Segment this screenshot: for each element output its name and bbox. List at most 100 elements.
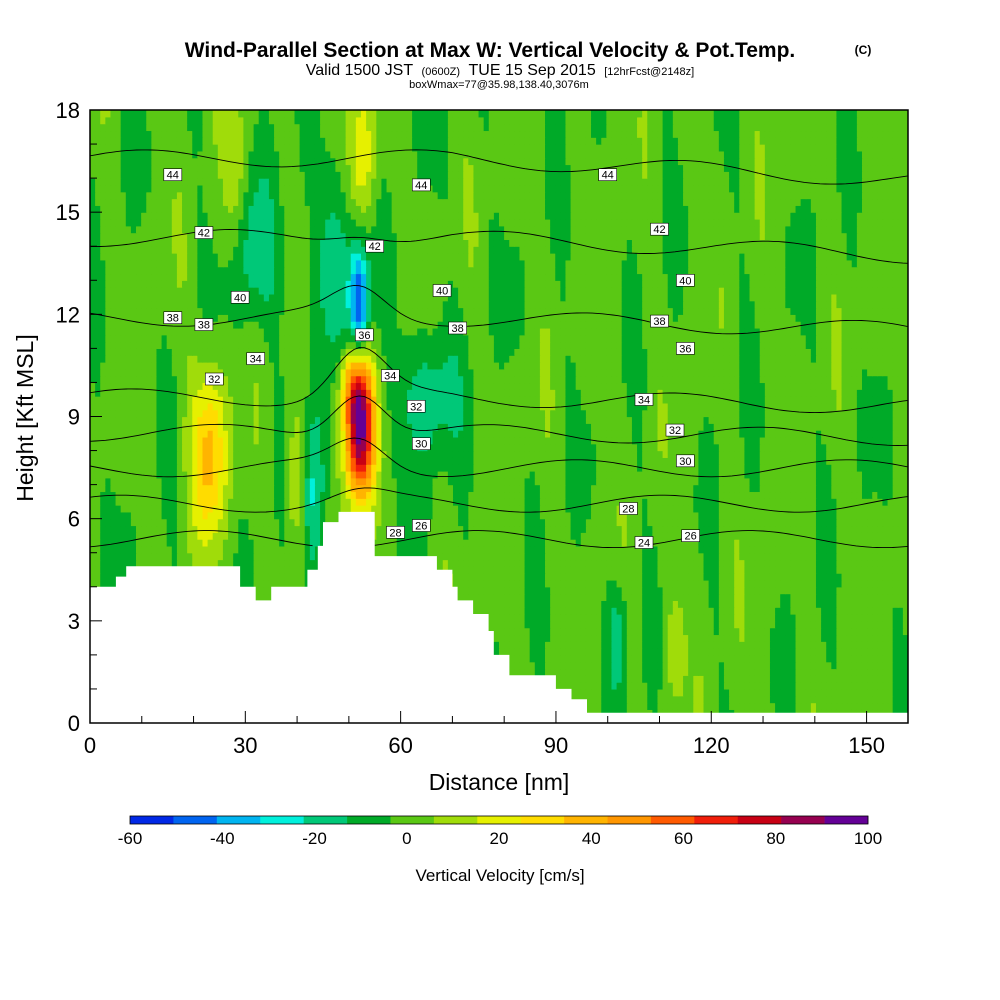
velocity-cell [821,593,827,601]
velocity-cell [483,525,490,533]
velocity-cell [672,634,679,642]
velocity-cell [831,668,838,676]
velocity-cell [642,579,648,588]
velocity-cell [550,532,556,540]
velocity-cell [560,620,567,629]
velocity-cell [739,607,745,615]
velocity-cell [468,539,475,547]
velocity-cell [800,539,807,547]
velocity-cell [187,525,193,533]
velocity-cell [718,627,725,636]
velocity-cell [233,532,239,540]
velocity-cell [545,668,551,676]
velocity-cell [412,545,418,554]
velocity-cell [417,511,423,520]
velocity-cell [800,688,807,697]
velocity-cell [851,614,858,622]
velocity-cell [432,532,439,540]
velocity-cell [897,579,904,588]
velocity-cell [729,641,735,649]
velocity-cell [192,552,198,561]
velocity-cell [805,539,812,547]
velocity-cell [601,525,607,533]
velocity-cell [831,688,838,697]
velocity-cell [601,559,607,567]
velocity-cell [171,559,178,567]
velocity-cell [601,688,607,697]
velocity-cell [176,505,183,513]
velocity-cell [585,634,592,642]
velocity-cell [790,552,797,561]
velocity-cell [734,654,740,663]
velocity-cell [243,518,250,527]
velocity-cell [248,518,255,527]
velocity-cell [545,525,551,533]
velocity-cell [739,600,745,608]
velocity-cell [478,593,485,601]
velocity-cell [514,668,521,676]
velocity-cell [263,511,270,520]
velocity-cell [606,688,613,697]
velocity-cell [621,539,628,547]
velocity-cell [688,518,694,527]
velocity-cell [810,518,817,527]
velocity-cell [580,607,587,615]
velocity-cell [146,545,152,554]
velocity-cell [504,600,510,608]
velocity-cell [596,600,602,608]
velocity-cell [667,545,674,554]
velocity-cell [550,593,556,601]
velocity-cell [775,688,781,697]
velocity-cell [703,682,710,690]
velocity-cell [887,518,894,527]
velocity-cell [897,607,904,615]
velocity-cell [473,559,480,567]
velocity-cell [580,682,587,690]
velocity-cell [616,675,623,683]
velocity-cell [851,620,858,629]
velocity-cell [683,579,689,588]
velocity-cell [744,627,751,636]
velocity-cell [657,620,664,629]
velocity-cell [805,620,812,629]
velocity-cell [795,566,802,574]
velocity-cell [698,614,705,622]
velocity-cell [688,620,694,629]
velocity-cell [95,552,101,561]
velocity-cell [846,593,853,601]
velocity-cell [473,552,480,561]
velocity-cell [591,668,597,676]
velocity-cell [279,573,285,581]
velocity-cell [580,688,587,697]
velocity-cell [243,579,250,588]
velocity-cell [677,682,684,690]
velocity-cell [764,607,771,615]
velocity-cell [882,539,889,547]
velocity-cell [601,627,607,636]
velocity-cell [872,661,878,670]
velocity-cell [458,552,464,561]
velocity-cell [243,566,250,574]
velocity-cell [805,532,812,540]
velocity-cell [493,634,500,642]
velocity-cell [867,641,873,649]
velocity-cell [550,518,556,527]
velocity-cell [550,654,556,663]
velocity-cell [861,525,868,533]
velocity-cell [570,539,577,547]
velocity-cell [775,702,781,710]
velocity-cell [897,552,904,561]
velocity-cell [831,675,838,683]
velocity-cell [151,518,158,527]
velocity-cell [192,532,198,540]
velocity-cell [729,559,735,567]
velocity-cell [534,641,541,649]
velocity-cell [800,648,807,656]
velocity-cell [821,620,827,629]
velocity-cell [110,518,117,527]
velocity-cell [877,559,884,567]
velocity-cell [642,573,648,581]
velocity-cell [810,525,817,533]
velocity-cell [708,682,715,690]
velocity-cell [565,566,572,574]
